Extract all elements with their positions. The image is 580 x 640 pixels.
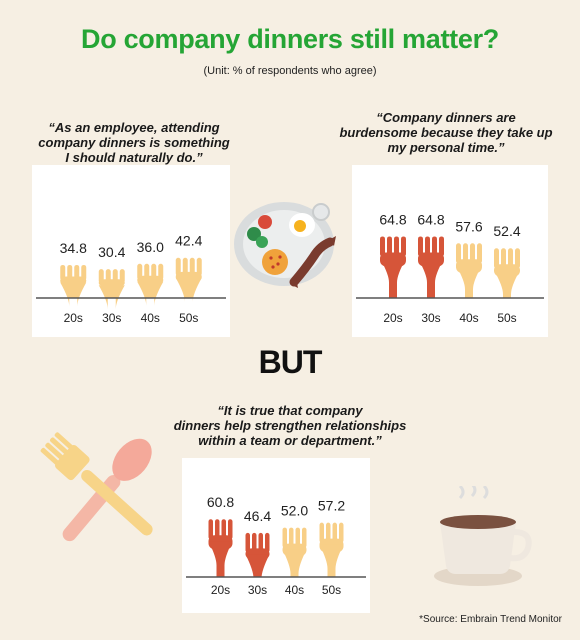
chart2-quote-line: burdensome because they take up — [339, 125, 553, 140]
value-label: 57.2 — [318, 498, 345, 514]
value-label: 52.0 — [281, 503, 308, 519]
value-label: 64.8 — [379, 211, 406, 227]
chart1-quote: “As an employee, attending company dinne… — [14, 120, 254, 165]
value-label: 46.4 — [244, 508, 271, 524]
fork-bar — [380, 236, 406, 298]
chart3-svg: 60.8 20s 46.4 30s 52.0 40s 57.2 50s — [186, 494, 366, 597]
category-label: 50s — [322, 583, 341, 597]
value-label: 36.0 — [137, 239, 164, 255]
value-label: 34.8 — [60, 240, 87, 256]
fork-bar — [319, 522, 344, 577]
chart3-quote: “It is true that company dinners help st… — [160, 403, 420, 448]
category-label: 40s — [141, 311, 160, 325]
chart2-svg: 64.8 20s 64.8 30s 57.6 40s 52.4 50s — [356, 211, 544, 325]
fork-bar — [418, 236, 444, 298]
category-label: 40s — [285, 583, 304, 597]
value-label: 42.4 — [175, 233, 202, 249]
chart3-quote-line: “It is true that company — [217, 403, 363, 418]
coffee-cup-icon — [430, 482, 540, 601]
page-title: Do company dinners still matter? — [81, 24, 499, 54]
category-label: 20s — [211, 583, 230, 597]
fork-bar — [98, 269, 125, 310]
page-subtitle: (Unit: % of respondents who agree) — [203, 65, 377, 77]
fork-bar — [208, 519, 233, 577]
spoon-fork-icon — [40, 432, 170, 557]
value-label: 52.4 — [493, 223, 520, 239]
fork-bar — [137, 263, 164, 306]
fork-bar — [282, 527, 307, 577]
chart1-quote-line: “As an employee, attending — [48, 120, 220, 135]
fork-bar — [494, 248, 520, 298]
category-label: 30s — [102, 311, 121, 325]
chart2-quote-line: my personal time.” — [387, 140, 505, 155]
chart1-quote-line: I should naturally do.” — [65, 150, 203, 165]
category-label: 30s — [421, 311, 440, 325]
source-note: *Source: Embrain Trend Monitor — [419, 614, 562, 625]
category-label: 40s — [459, 311, 478, 325]
value-label: 57.6 — [455, 218, 482, 234]
chart2-card: 64.8 20s 64.8 30s 57.6 40s 52.4 50s — [352, 165, 548, 337]
fork-bar — [175, 257, 202, 302]
category-label: 50s — [179, 311, 198, 325]
chart2-quote-line: “Company dinners are — [376, 110, 516, 125]
value-label: 30.4 — [98, 244, 125, 260]
chart3-card: 60.8 20s 46.4 30s 52.0 40s 57.2 50s — [182, 458, 370, 613]
value-label: 60.8 — [207, 494, 234, 510]
category-label: 30s — [248, 583, 267, 597]
value-label: 64.8 — [417, 211, 444, 227]
but-label: BUT — [258, 344, 323, 380]
chart1-card: 34.8 20s 30.4 30s 36.0 40s 42.4 50s — [32, 165, 230, 337]
chart1-quote-line: company dinners is something — [38, 135, 230, 150]
fork-bar — [456, 243, 482, 298]
category-label: 20s — [64, 311, 83, 325]
category-label: 50s — [497, 311, 516, 325]
chart3-quote-line: within a team or department.” — [198, 433, 382, 448]
fork-bar — [245, 532, 270, 579]
chart3-quote-line: dinners help strengthen relationships — [173, 418, 407, 433]
dinner-plate-icon — [232, 198, 344, 303]
fork-bar — [60, 264, 87, 307]
chart1-svg: 34.8 20s 30.4 30s 36.0 40s 42.4 50s — [36, 233, 226, 325]
chart2-quote: “Company dinners are burdensome because … — [322, 110, 570, 155]
category-label: 20s — [383, 311, 402, 325]
